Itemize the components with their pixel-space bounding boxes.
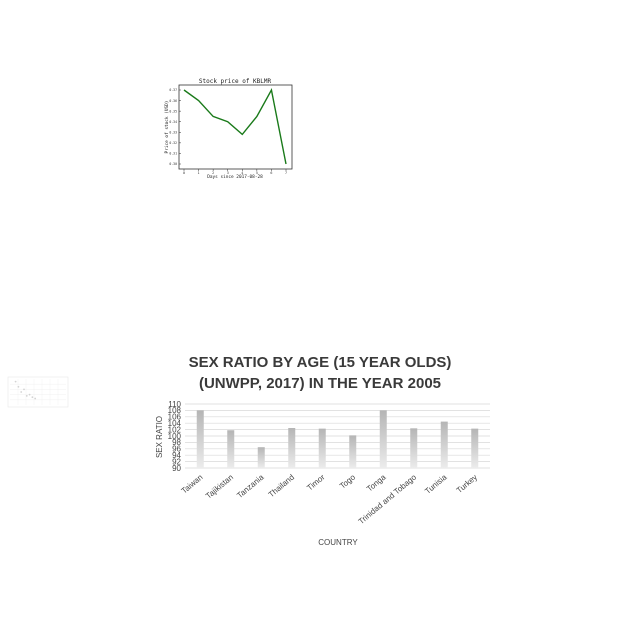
bar-ytick-label: 98: [172, 438, 181, 447]
bar-ytick-label: 106: [168, 413, 182, 422]
line-xtick-label: 1: [198, 171, 200, 175]
bar-chart-title-line-1: SEX RATIO BY AGE (15 YEAR OLDS): [189, 354, 452, 371]
bar-chart-xlabel: COUNTRY: [318, 538, 358, 547]
line-xtick-label: 6: [270, 171, 272, 175]
line-chart-ylabel: Price of stock (USD): [164, 101, 170, 154]
bar-xtick-label: Taiwan: [180, 473, 205, 496]
bar: [471, 428, 479, 468]
bar-ytick-label: 104: [168, 419, 182, 428]
line-plot-area: [178, 84, 293, 170]
bar-xtick-label: Togo: [338, 472, 357, 490]
bar: [379, 410, 387, 468]
line-xtick-label: 3: [227, 171, 229, 175]
bar-chart-title-line-2: (UNWPP, 2017) IN THE YEAR 2005: [199, 375, 441, 392]
line-xtick-label: 2: [212, 171, 214, 175]
bar-ytick-label: 102: [168, 425, 182, 434]
line-chart-xlabel: Days since 2017-08-28: [207, 174, 263, 180]
bar-xtick-label: Tunisia: [423, 472, 449, 496]
line-xtick-label: 4: [241, 171, 243, 175]
bar: [288, 428, 296, 468]
bar-chart-ylabel: SEX RATIO: [155, 416, 164, 458]
thumbnail-point: [31, 396, 34, 399]
thumbnail-point: [25, 395, 28, 397]
bar-xtick-label: Thailand: [267, 473, 296, 500]
bar: [349, 435, 357, 468]
bar-xtick-label: Tanzania: [235, 472, 266, 500]
bar-ytick-label: 96: [172, 445, 181, 454]
bar-xtick-label: Timor: [305, 472, 326, 492]
line-xtick-label: 7: [285, 171, 287, 175]
line-chart-title: Stock price of KBLMR: [199, 78, 272, 85]
bar: [257, 447, 265, 468]
thumbnail-point: [28, 393, 31, 396]
bar-ytick-label: 90: [172, 464, 181, 473]
line-ytick-label: 0.32: [169, 141, 177, 145]
thumbnail-point: [34, 397, 37, 400]
bar: [196, 410, 204, 468]
line-xtick-label: 0: [183, 171, 185, 175]
bar-ytick-label: 110: [168, 400, 181, 409]
bar-xtick-label: Turkey: [455, 473, 479, 495]
bar: [318, 428, 326, 468]
thumbnail-point: [23, 388, 25, 391]
bar-xtick-label: Trinidad and Tobago: [357, 472, 419, 526]
thumbnail-point: [17, 385, 20, 388]
thumbnail-point: [14, 380, 17, 383]
thumbnail-scatter-chart: [7, 376, 69, 408]
line-ytick-label: 0.31: [169, 152, 177, 156]
bar-ytick-label: 100: [168, 432, 182, 441]
line-ytick-label: 0.33: [169, 130, 177, 134]
line-ytick-label: 0.30: [169, 162, 177, 166]
bar: [440, 421, 448, 468]
bar-xtick-label: Tonga: [365, 472, 388, 493]
line-ytick-label: 0.34: [169, 120, 177, 124]
line-ytick-label: 0.36: [169, 99, 177, 103]
bar-ytick-label: 108: [168, 406, 182, 415]
line-series: [183, 87, 287, 165]
thumbnail-point: [20, 391, 23, 393]
bar: [410, 428, 418, 468]
bar-ytick-label: 92: [172, 457, 181, 466]
line-ytick-label: 0.35: [169, 109, 177, 113]
line-ytick-label: 0.37: [169, 88, 177, 92]
bar-xtick-label: Tajikistan: [204, 473, 235, 501]
sex-ratio-bar-chart: SEX RATIO BY AGE (15 YEAR OLDS) (UNWPP, …: [155, 354, 490, 547]
line-xtick-label: 5: [256, 171, 258, 175]
bar: [227, 430, 235, 468]
stock-line-chart: Stock price of KBLMR Days since 2017-08-…: [164, 78, 293, 180]
thumbnail-plot-area: [7, 376, 69, 408]
bar-ytick-label: 94: [172, 451, 181, 460]
